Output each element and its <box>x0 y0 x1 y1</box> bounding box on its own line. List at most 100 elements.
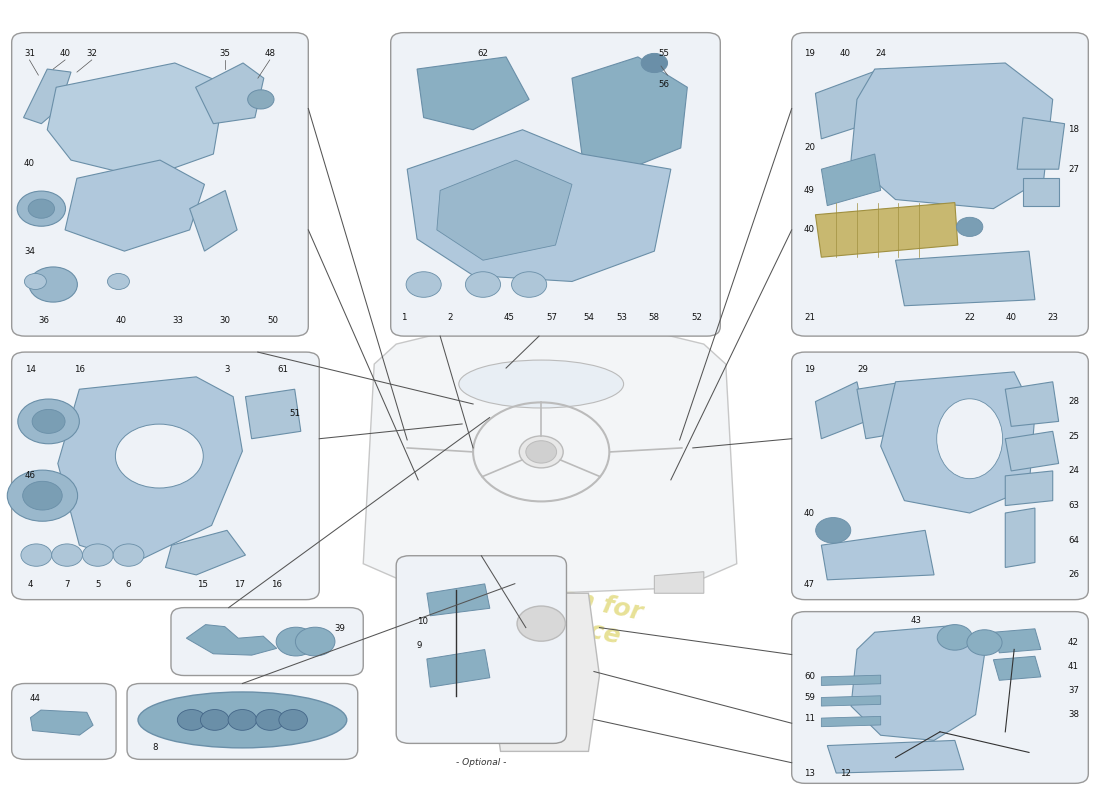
Text: 23: 23 <box>1047 314 1058 322</box>
Polygon shape <box>993 629 1041 653</box>
Circle shape <box>406 272 441 298</box>
Text: 38: 38 <box>1068 710 1079 719</box>
Text: 35: 35 <box>220 50 231 58</box>
Polygon shape <box>815 202 958 258</box>
Text: 19: 19 <box>804 365 815 374</box>
Circle shape <box>465 272 501 298</box>
Polygon shape <box>881 372 1035 513</box>
Circle shape <box>248 90 274 109</box>
Circle shape <box>108 274 130 290</box>
Circle shape <box>641 54 668 73</box>
Polygon shape <box>822 530 934 580</box>
Circle shape <box>177 710 206 730</box>
Circle shape <box>228 710 256 730</box>
Polygon shape <box>815 69 887 139</box>
Polygon shape <box>815 382 866 438</box>
Circle shape <box>18 191 66 226</box>
Circle shape <box>21 544 52 566</box>
Text: 36: 36 <box>39 317 50 326</box>
Text: 30: 30 <box>220 317 231 326</box>
FancyBboxPatch shape <box>12 683 116 759</box>
Text: 27: 27 <box>1068 165 1079 174</box>
Polygon shape <box>654 572 704 594</box>
Text: 33: 33 <box>173 317 184 326</box>
Text: 5: 5 <box>95 580 100 590</box>
Polygon shape <box>822 675 881 686</box>
Text: 1: 1 <box>402 314 407 322</box>
Text: 26: 26 <box>1068 570 1079 579</box>
Circle shape <box>24 274 46 290</box>
Polygon shape <box>363 324 737 594</box>
Polygon shape <box>58 377 242 562</box>
FancyBboxPatch shape <box>792 612 1088 783</box>
FancyBboxPatch shape <box>12 352 319 600</box>
Polygon shape <box>427 650 490 687</box>
Ellipse shape <box>138 692 346 748</box>
Polygon shape <box>23 69 72 124</box>
Polygon shape <box>47 63 226 178</box>
FancyBboxPatch shape <box>792 352 1088 600</box>
Text: 50: 50 <box>267 317 278 326</box>
Polygon shape <box>822 154 881 206</box>
Ellipse shape <box>937 399 1002 478</box>
Text: 54: 54 <box>583 314 594 322</box>
Text: 53: 53 <box>616 314 627 322</box>
Text: 6: 6 <box>125 580 131 590</box>
Text: 17: 17 <box>234 580 245 590</box>
Text: 52: 52 <box>692 314 703 322</box>
Text: 12: 12 <box>839 769 850 778</box>
Polygon shape <box>407 130 671 282</box>
Text: 37: 37 <box>1068 686 1079 695</box>
Text: 47: 47 <box>804 580 815 590</box>
Circle shape <box>29 267 77 302</box>
Text: 49: 49 <box>804 186 815 195</box>
Circle shape <box>279 710 307 730</box>
Circle shape <box>52 544 82 566</box>
Text: 40: 40 <box>839 50 850 58</box>
FancyBboxPatch shape <box>390 33 720 336</box>
Text: 62: 62 <box>477 50 488 58</box>
Text: 21: 21 <box>804 314 815 322</box>
Text: a passion for
excellence: a passion for excellence <box>455 563 645 652</box>
Polygon shape <box>490 594 600 751</box>
Text: 13: 13 <box>804 769 815 778</box>
Text: 44: 44 <box>29 694 40 703</box>
Circle shape <box>519 436 563 468</box>
Text: 25: 25 <box>1068 432 1079 441</box>
Circle shape <box>296 627 334 656</box>
Polygon shape <box>417 57 529 130</box>
Text: 40: 40 <box>59 50 70 58</box>
Polygon shape <box>65 160 205 251</box>
Text: 10: 10 <box>417 617 428 626</box>
Text: 22: 22 <box>965 314 976 322</box>
Circle shape <box>18 399 79 444</box>
Text: 56: 56 <box>659 80 670 89</box>
Circle shape <box>8 470 78 522</box>
Polygon shape <box>822 716 881 726</box>
Circle shape <box>32 410 65 434</box>
Polygon shape <box>851 626 984 741</box>
Circle shape <box>256 710 285 730</box>
Circle shape <box>967 630 1002 655</box>
Circle shape <box>276 627 316 656</box>
FancyBboxPatch shape <box>792 33 1088 336</box>
Text: 40: 40 <box>116 317 127 326</box>
Circle shape <box>82 544 113 566</box>
Polygon shape <box>165 530 245 575</box>
Polygon shape <box>196 63 264 124</box>
Text: 24: 24 <box>1068 466 1079 475</box>
Text: 11: 11 <box>804 714 815 722</box>
Polygon shape <box>437 160 572 260</box>
Polygon shape <box>31 710 94 735</box>
Polygon shape <box>1005 508 1035 567</box>
Text: 20: 20 <box>804 143 815 153</box>
Polygon shape <box>822 696 881 706</box>
Text: 64: 64 <box>1068 536 1079 545</box>
Text: 32: 32 <box>86 50 97 58</box>
Text: 7: 7 <box>64 580 69 590</box>
Polygon shape <box>1018 118 1065 170</box>
Circle shape <box>815 518 850 543</box>
Ellipse shape <box>459 360 624 408</box>
Text: 45: 45 <box>504 314 515 322</box>
Text: 46: 46 <box>24 471 35 480</box>
